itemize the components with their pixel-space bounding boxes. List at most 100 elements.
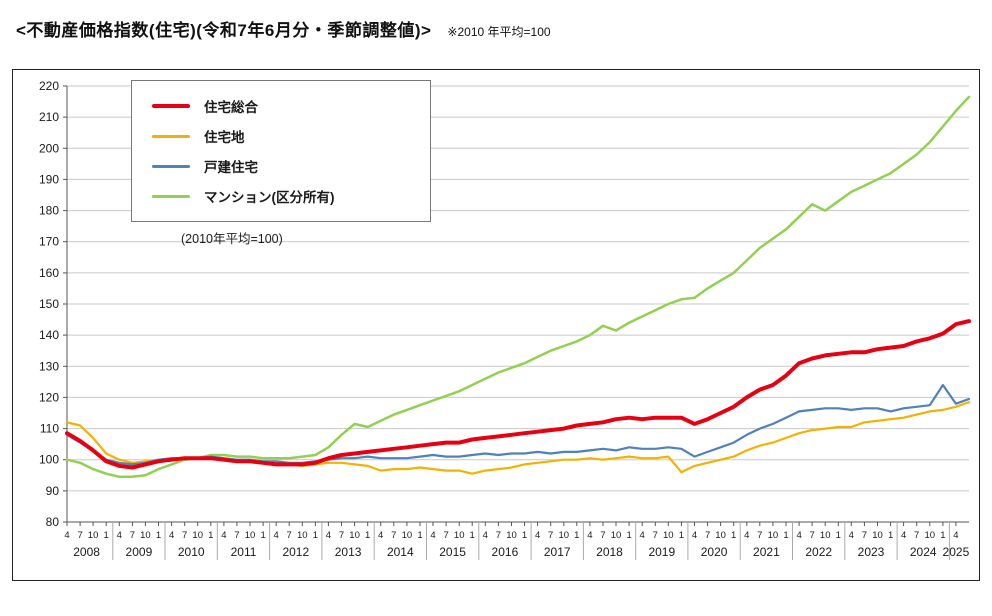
svg-text:10: 10 [506,530,517,541]
legend-entry-kodate: 戸建住宅 [152,151,410,181]
svg-text:4: 4 [744,530,749,541]
legend-entry-jutakuchi: 住宅地 [152,121,410,151]
line-chart: 8090100110120130140150160170180190200210… [39,79,971,560]
svg-text:10: 10 [768,530,779,541]
svg-text:2019: 2019 [648,545,675,559]
svg-text:1: 1 [470,530,475,541]
svg-text:2012: 2012 [282,545,309,559]
page-header: <不動産価格指数(住宅)(令和7年6月分・季節調整値)> ※2010 年平均=1… [0,0,992,41]
svg-text:4: 4 [483,530,488,541]
svg-text:4: 4 [64,530,69,541]
svg-text:10: 10 [925,530,936,541]
svg-text:2008: 2008 [73,545,100,559]
svg-text:1: 1 [104,530,109,541]
legend-entry-mansion: マンション(区分所有) [152,181,410,211]
svg-text:7: 7 [496,530,501,541]
svg-text:7: 7 [339,530,344,541]
svg-text:10: 10 [872,530,883,541]
svg-text:90: 90 [46,484,60,498]
svg-text:1: 1 [208,530,213,541]
svg-text:2013: 2013 [335,545,362,559]
svg-text:7: 7 [77,530,82,541]
legend-swatch-blue [152,164,190,168]
svg-text:2017: 2017 [544,545,571,559]
svg-text:10: 10 [715,530,726,541]
svg-text:10: 10 [611,530,622,541]
svg-text:200: 200 [39,141,59,155]
svg-text:1: 1 [679,530,684,541]
svg-text:2014: 2014 [387,545,414,559]
svg-text:10: 10 [297,530,308,541]
svg-text:4: 4 [953,530,958,541]
svg-text:190: 190 [39,172,59,186]
svg-text:220: 220 [39,79,59,93]
svg-text:2011: 2011 [231,545,257,559]
svg-text:1: 1 [731,530,736,541]
svg-text:7: 7 [182,530,187,541]
svg-text:7: 7 [600,530,605,541]
svg-text:1: 1 [522,530,527,541]
legend-swatch-orange [152,134,190,138]
svg-text:2024: 2024 [910,545,937,559]
svg-text:10: 10 [820,530,831,541]
svg-text:140: 140 [39,328,59,342]
svg-text:1: 1 [940,530,945,541]
svg-text:1: 1 [626,530,631,541]
svg-text:4: 4 [535,530,540,541]
svg-text:1: 1 [365,530,370,541]
svg-text:4: 4 [221,530,226,541]
svg-text:150: 150 [39,297,59,311]
svg-text:1: 1 [417,530,422,541]
svg-text:130: 130 [39,359,59,373]
legend-note: (2010年平均=100) [181,232,283,246]
svg-text:160: 160 [39,266,59,280]
svg-text:7: 7 [914,530,919,541]
svg-text:4: 4 [587,530,592,541]
svg-text:7: 7 [809,530,814,541]
svg-text:10: 10 [402,530,413,541]
svg-text:2018: 2018 [596,545,623,559]
svg-text:7: 7 [443,530,448,541]
svg-text:7: 7 [287,530,292,541]
legend-label: 戸建住宅 [204,160,258,175]
chart-legend: 住宅総合 住宅地 戸建住宅 マンション(区分所有) [131,80,431,222]
legend-label: 住宅総合 [204,100,258,115]
svg-text:1: 1 [260,530,265,541]
svg-text:170: 170 [39,235,59,249]
svg-text:2021: 2021 [753,545,780,559]
svg-text:2020: 2020 [701,545,728,559]
svg-text:1: 1 [156,530,161,541]
legend-swatch-red [152,104,190,108]
svg-text:2016: 2016 [492,545,519,559]
svg-text:1: 1 [783,530,788,541]
svg-text:7: 7 [130,530,135,541]
svg-text:7: 7 [757,530,762,541]
svg-text:7: 7 [234,530,239,541]
svg-text:10: 10 [140,530,151,541]
svg-text:2023: 2023 [858,545,885,559]
svg-text:2015: 2015 [439,545,466,559]
legend-label: マンション(区分所有) [204,190,335,205]
svg-text:4: 4 [274,530,279,541]
header-note: ※2010 年平均=100 [447,25,551,39]
svg-text:80: 80 [46,515,60,529]
svg-text:10: 10 [192,530,203,541]
svg-text:10: 10 [88,530,99,541]
svg-text:7: 7 [705,530,710,541]
svg-text:4: 4 [430,530,435,541]
legend-swatch-green [152,194,190,198]
svg-text:2022: 2022 [805,545,832,559]
svg-text:2010: 2010 [178,545,205,559]
svg-text:1: 1 [313,530,318,541]
legend-label: 住宅地 [204,130,245,145]
svg-text:4: 4 [796,530,801,541]
svg-text:10: 10 [559,530,570,541]
svg-text:210: 210 [39,110,59,124]
svg-text:1: 1 [836,530,841,541]
svg-text:10: 10 [349,530,360,541]
svg-text:7: 7 [391,530,396,541]
svg-text:4: 4 [378,530,383,541]
svg-text:10: 10 [245,530,256,541]
chart-container: 80 90 100 110 120 130 140 150 160 170 180 190 200 210… [12,69,980,581]
svg-text:7: 7 [653,530,658,541]
